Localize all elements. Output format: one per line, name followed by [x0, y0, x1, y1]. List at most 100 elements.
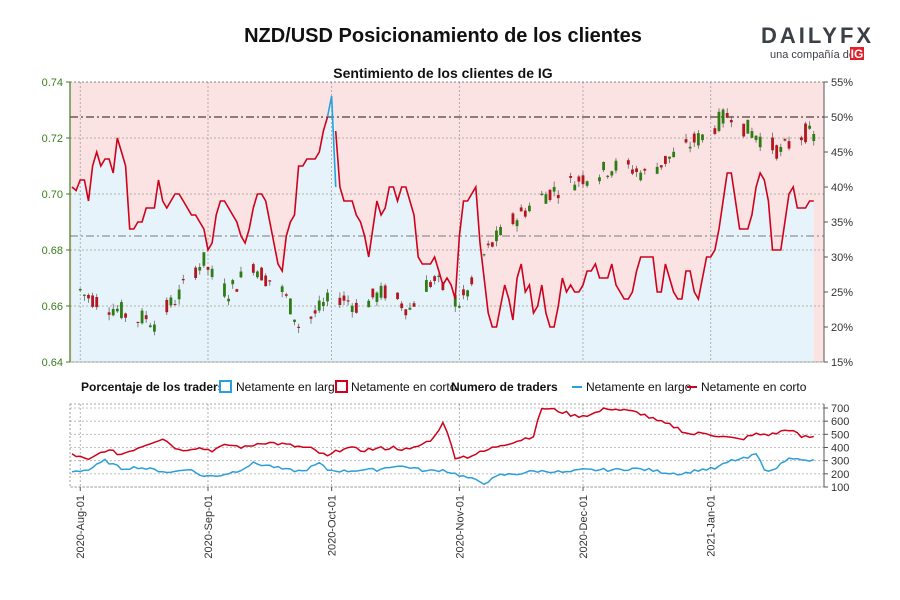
candle-body: [573, 184, 577, 191]
upper-background: [70, 82, 824, 362]
candle-body: [515, 220, 519, 227]
upper-panel: 0.64 0.66 0.68 0.70 0.72 0.74 15% 20% 25% 30% 35%…: [42, 77, 854, 369]
candle-body: [264, 275, 268, 287]
figure-title: NZD/USD Posicionamiento de los clientes: [244, 25, 642, 47]
candle-body: [635, 168, 638, 173]
candle-body: [153, 324, 156, 332]
candle-body: [453, 295, 457, 307]
candle-body: [433, 276, 437, 281]
candle-body: [313, 310, 317, 314]
long-area: [72, 96, 814, 362]
candle-body: [577, 176, 581, 182]
percent-tick-label: 55%: [831, 77, 853, 89]
candle-body: [754, 135, 758, 141]
legend-group-count: Numero de traders: [451, 380, 558, 394]
candle-body: [181, 278, 185, 281]
percent-tick-label: 45%: [831, 147, 853, 159]
candle-body: [383, 285, 387, 299]
candle-body: [664, 155, 667, 164]
candle-body: [107, 312, 111, 315]
candle-body: [437, 275, 441, 277]
candle-body: [783, 139, 787, 141]
candle-body: [655, 166, 659, 174]
candle-body: [342, 295, 346, 301]
candle-body: [235, 289, 239, 292]
candle-body: [95, 297, 99, 308]
candle-body: [165, 299, 169, 313]
candle-body: [643, 168, 647, 171]
candle-body: [429, 281, 432, 287]
candle-body: [309, 316, 313, 319]
candle-body: [206, 266, 210, 270]
date-axis-ticks: 2020-Aug-01 2020-Sep-01 2020-Oct-01 2020-No…: [75, 487, 718, 559]
legend-label-long-pct: Netamente en largo: [236, 380, 342, 394]
candle-body: [284, 294, 288, 296]
candle-body: [350, 305, 354, 312]
candle-body: [210, 268, 214, 277]
percent-tick-label: 20%: [831, 322, 853, 334]
candle-body: [111, 308, 115, 316]
candle-body: [499, 227, 502, 236]
candle-body: [799, 137, 803, 141]
percent-tick-label: 35%: [831, 217, 853, 229]
candle-body: [115, 308, 119, 312]
candle-body: [317, 300, 321, 311]
candle-body: [808, 125, 812, 129]
brand-badge: IG: [851, 47, 864, 61]
candle-body: [396, 292, 399, 300]
legend-label-short-count: Netamente en corto: [701, 380, 807, 394]
count-tick-label: 100: [831, 482, 849, 494]
candle-body: [408, 307, 412, 310]
candle-body: [251, 264, 255, 273]
candle-body: [556, 194, 560, 199]
candle-body: [223, 283, 226, 297]
candle-body: [239, 271, 243, 278]
candle-body: [742, 123, 746, 137]
price-tick-label: 0.72: [42, 133, 63, 145]
candle-body: [297, 326, 301, 329]
candle-body: [552, 186, 556, 192]
candle-body: [696, 133, 700, 146]
candle-body: [321, 302, 325, 307]
brand-badge-box: [850, 47, 864, 60]
candle-body: [701, 134, 704, 141]
candle-body: [725, 112, 729, 118]
long-trader-count-line: [71, 452, 815, 486]
trader-count-lines: [71, 407, 815, 486]
candle-body: [202, 252, 206, 266]
candle-body: [688, 146, 692, 149]
candle-body: [750, 131, 754, 138]
candle-body: [746, 119, 750, 134]
reference-lines: [70, 116, 824, 237]
candle-body: [544, 194, 548, 204]
candle-body: [173, 304, 177, 306]
candle-body: [548, 189, 552, 200]
candle-body: [812, 134, 816, 142]
candle-body: [198, 267, 202, 271]
candle-body: [668, 156, 671, 159]
count-tick-label: 700: [831, 403, 849, 415]
candle-body: [338, 297, 342, 305]
candle-body: [523, 210, 527, 217]
candle-body: [346, 300, 350, 302]
candle-body: [729, 119, 733, 123]
candle-body: [144, 315, 148, 320]
count-tick-label: 200: [831, 469, 849, 481]
chart-subtitle: Sentimiento de los clientes de IG: [333, 65, 552, 81]
candle-body: [779, 146, 783, 152]
candle-body: [371, 288, 375, 298]
candle-body: [606, 175, 610, 177]
candle-body: [495, 230, 498, 242]
lower-grid: [70, 404, 824, 488]
candle-body: [227, 298, 230, 302]
percent-tick-label: 40%: [831, 182, 853, 194]
candle-body: [486, 243, 490, 246]
percent-tick-label: 25%: [831, 287, 853, 299]
candle-body: [631, 169, 634, 174]
count-tick-label: 400: [831, 443, 849, 455]
price-tick-label: 0.66: [42, 301, 63, 313]
candle-body: [462, 289, 465, 296]
candle-body: [540, 193, 544, 196]
